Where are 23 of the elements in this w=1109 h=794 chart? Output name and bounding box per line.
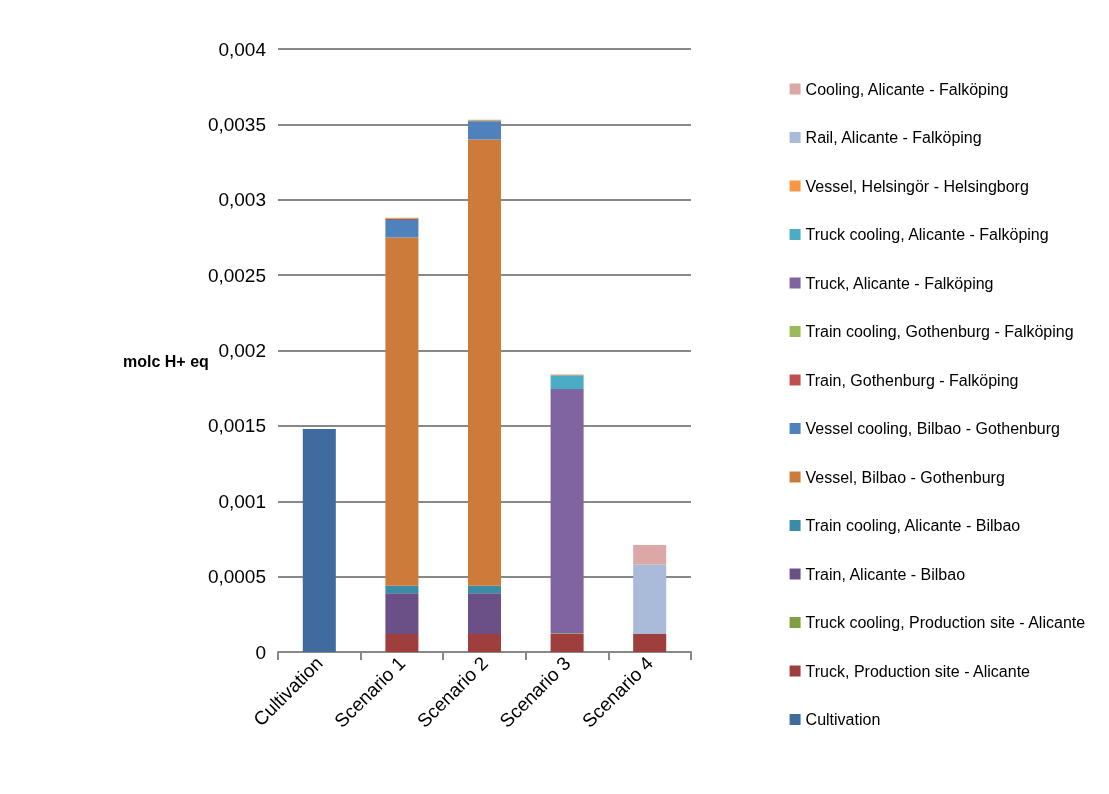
legend-label: Rail, Alicante - Falköping <box>805 129 982 146</box>
legend-label: Truck cooling, Production site - Alicante <box>805 614 1086 631</box>
legend-label: Train, Gothenburg - Falköping <box>805 371 1019 389</box>
legend-label: Train, Alicante - Bilbao <box>805 565 966 583</box>
y-tick-label: 0,0025 <box>207 264 266 286</box>
legend-label: Train cooling, Alicante - Bilbao <box>805 517 1021 534</box>
legend-label: Vessel, Helsingör - Helsingborg <box>805 177 1029 195</box>
y-tick-label: 0,002 <box>218 340 266 361</box>
y-tick-label: 0,004 <box>218 38 267 60</box>
y-tick-label: 0 <box>255 641 266 663</box>
y-axis-title: molc H+ eq <box>123 352 209 370</box>
legend-label: Cooling, Alicante - Falköping <box>805 80 1009 98</box>
y-tick-label: 0,001 <box>218 490 266 512</box>
y-tick-label: 0,003 <box>218 189 266 211</box>
legend-label: Vessel cooling, Bilbao - Gothenburg <box>805 420 1060 437</box>
legend-label: Truck cooling, Alicante - Falköping <box>805 226 1049 243</box>
y-tick-label: 0,0005 <box>207 566 266 588</box>
legend-label: Truck, Production site - Alicante <box>805 662 1031 680</box>
legend-label: Vessel, Bilbao - Gothenburg <box>805 468 1005 486</box>
y-tick-label: 0,0035 <box>207 113 266 135</box>
legend-label: Truck, Alicante - Falköping <box>805 274 994 292</box>
y-tick-label: 0,0015 <box>207 415 266 437</box>
legend-label: Train cooling, Gothenburg - Falköping <box>805 323 1074 340</box>
